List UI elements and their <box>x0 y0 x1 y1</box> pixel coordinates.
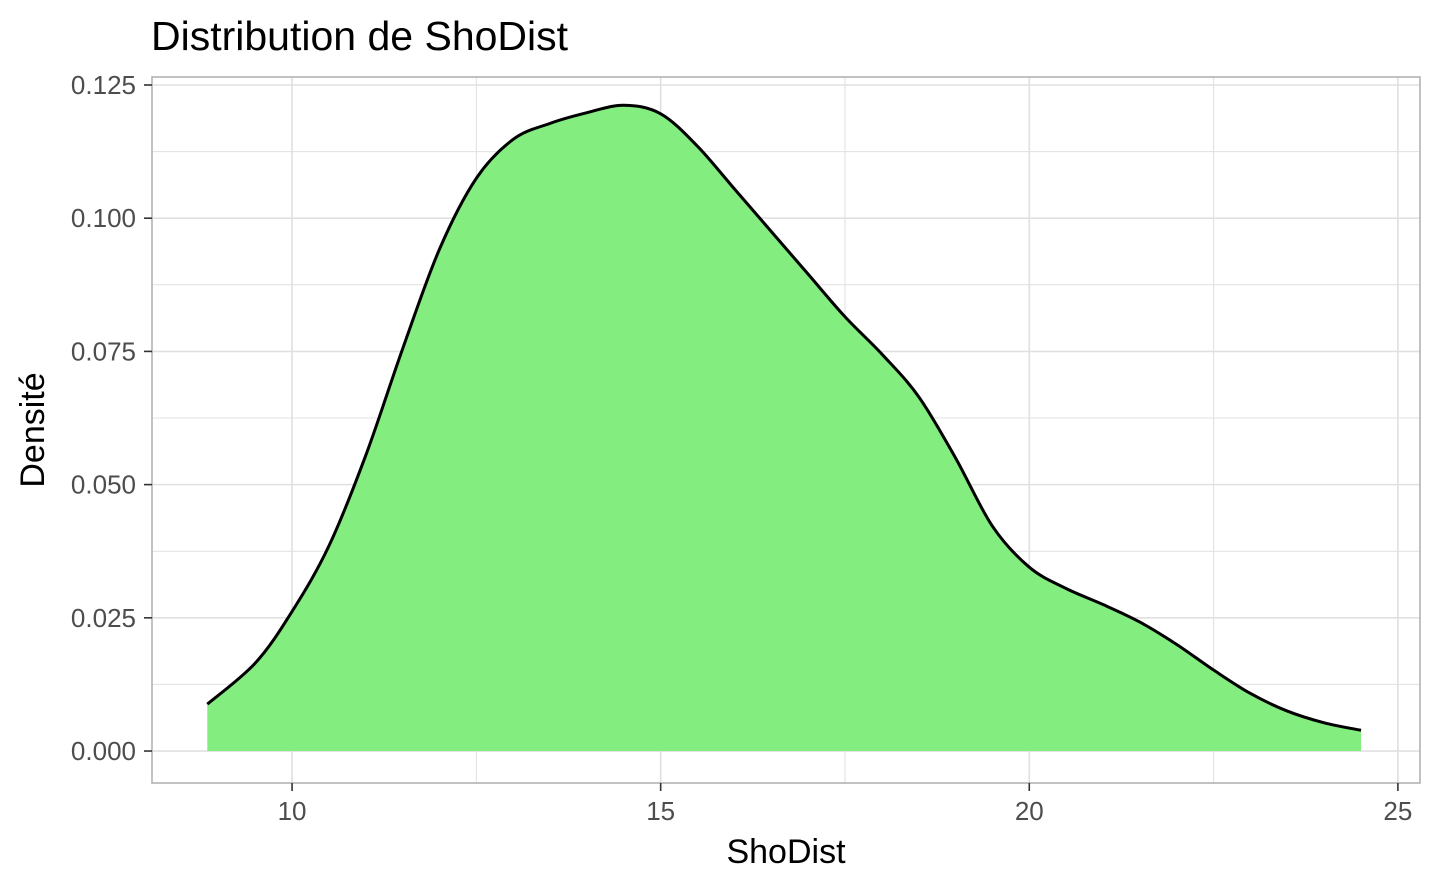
y-tick-label: 0.050 <box>71 470 136 500</box>
chart-title: Distribution de ShoDist <box>151 13 569 59</box>
plot-panel <box>151 76 1421 784</box>
y-axis-title: Densité <box>14 372 52 487</box>
density-line <box>206 103 1362 732</box>
x-tick-label: 20 <box>1015 796 1044 826</box>
x-tick-label: 10 <box>278 796 307 826</box>
y-tick-label: 0.100 <box>71 203 136 233</box>
y-tick-label: 0.000 <box>71 736 136 766</box>
x-axis: 10 15 20 25 <box>278 783 1412 826</box>
panel-border <box>151 76 1421 784</box>
y-tick-label: 0.025 <box>71 603 136 633</box>
density-area <box>207 105 1362 752</box>
x-tick-label: 15 <box>646 796 675 826</box>
y-tick-label: 0.125 <box>71 70 136 100</box>
x-axis-title: ShoDist <box>726 833 846 871</box>
y-axis: 0.000 0.025 0.050 0.075 0.100 0.125 <box>71 70 152 766</box>
x-tick-label: 25 <box>1383 796 1412 826</box>
y-tick-label: 0.075 <box>71 336 136 366</box>
